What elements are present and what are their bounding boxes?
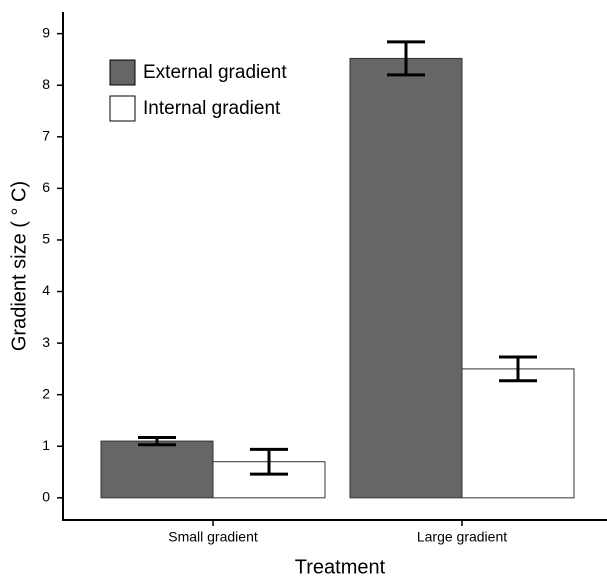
bar <box>461 368 575 499</box>
y-tick-label: 7 <box>42 128 50 144</box>
x-tick-label: Small gradient <box>168 529 258 545</box>
y-tick-label: 4 <box>42 282 50 298</box>
bar <box>100 440 214 499</box>
y-tick-label: 8 <box>42 76 50 92</box>
x-axis-label: Treatment <box>295 556 386 578</box>
y-tick-label: 2 <box>42 385 50 401</box>
legend-label: External gradient <box>143 62 287 83</box>
error-bar <box>250 447 288 476</box>
error-bar <box>387 40 425 77</box>
y-tick-label: 0 <box>42 489 50 505</box>
error-bar <box>138 435 176 447</box>
bar <box>349 57 463 499</box>
y-axis-label: Gradient size ( ° C) <box>8 181 30 351</box>
y-tick-label: 1 <box>42 437 50 453</box>
legend-label: Internal gradient <box>143 98 281 119</box>
y-tick-label: 9 <box>42 24 50 40</box>
error-bar <box>499 355 537 383</box>
legend-swatch <box>109 95 136 122</box>
legend-swatch <box>109 59 136 86</box>
y-tick-label: 5 <box>42 231 50 247</box>
y-tick-label: 6 <box>42 179 50 195</box>
y-tick-label: 3 <box>42 334 50 350</box>
x-tick-label: Large gradient <box>417 529 507 545</box>
